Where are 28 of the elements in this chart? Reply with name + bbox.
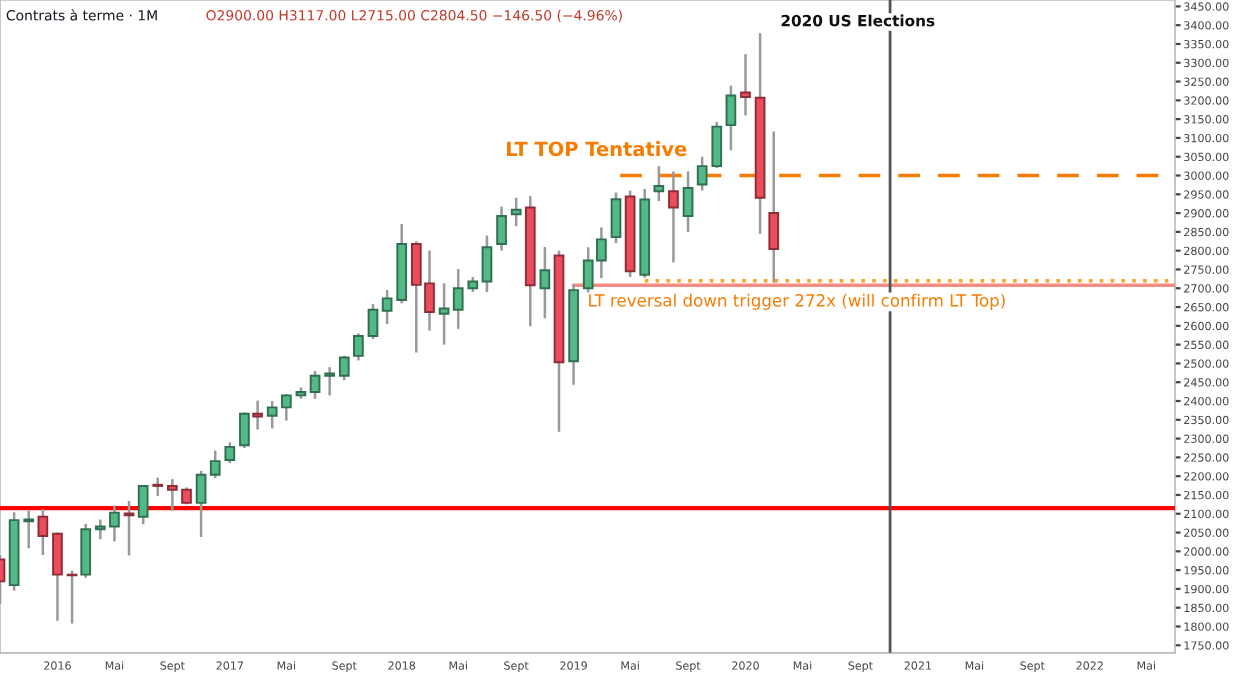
candlestick [768, 130, 780, 284]
annotation: LT TOP Tentative [507, 141, 687, 157]
candlestick [496, 205, 507, 252]
candlestick [37, 507, 49, 557]
candlestick [510, 196, 522, 228]
annotation: LT reversal down trigger 272x (will confirm LT Top) [589, 293, 1005, 310]
candlestick [324, 365, 336, 397]
candlestick [152, 476, 164, 498]
candlestick [367, 302, 379, 341]
candlestick [195, 469, 207, 539]
candlestick [682, 170, 694, 234]
candlestick [481, 234, 493, 294]
candlestick [309, 369, 321, 400]
candlestick [539, 245, 551, 320]
candlestick [252, 399, 263, 431]
candlestick [80, 522, 92, 579]
candlestick [438, 282, 450, 346]
candlestick [239, 411, 250, 450]
candlestick [653, 164, 665, 203]
candlestick [137, 484, 149, 526]
candlestick [740, 52, 751, 117]
candlestick [381, 288, 393, 326]
candlestick [668, 170, 679, 264]
candlestick [52, 531, 63, 623]
candlestick [725, 84, 737, 152]
candlestick [610, 191, 622, 245]
candlestick [23, 509, 35, 550]
candlestick [123, 499, 135, 557]
